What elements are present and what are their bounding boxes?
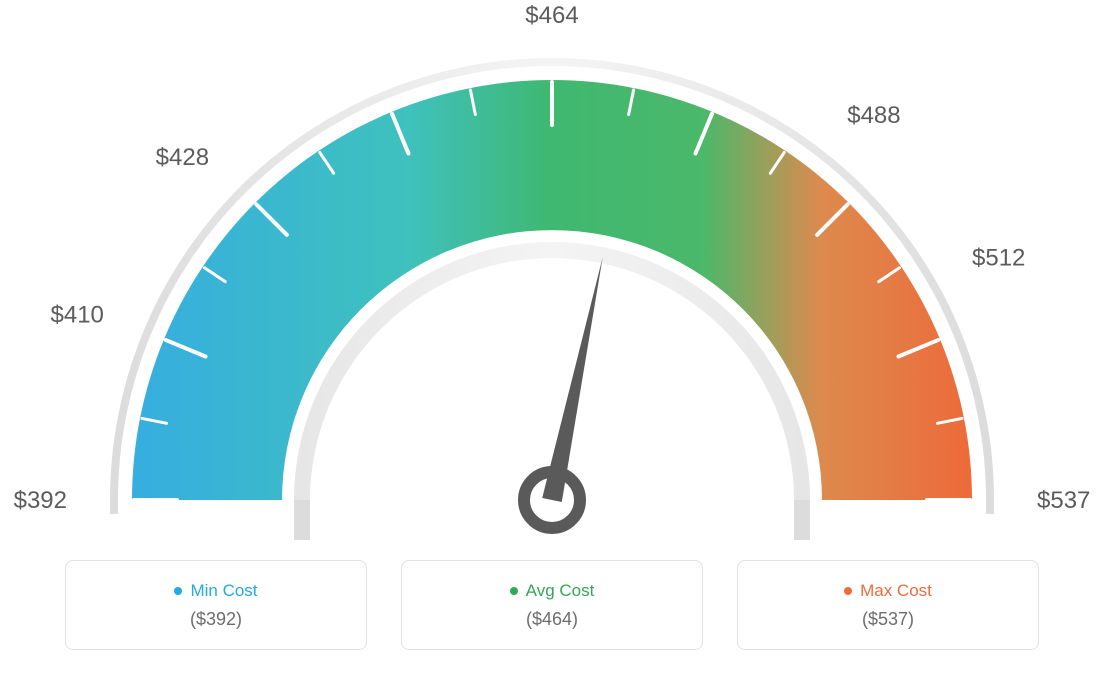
legend-row: Min Cost ($392) Avg Cost ($464) Max Cost ($53… [0, 560, 1104, 650]
legend-dot-icon [510, 587, 518, 595]
legend-title: Min Cost [174, 581, 257, 601]
gauge-needle [542, 257, 602, 502]
legend-card-max-cost: Max Cost ($537) [737, 560, 1039, 650]
legend-title: Max Cost [844, 581, 932, 601]
gauge-scale-label: $392 [14, 487, 67, 514]
legend-dot-icon [174, 587, 182, 595]
gauge-scale-label: $512 [972, 245, 1025, 272]
gauge-scale-label: $410 [51, 301, 104, 328]
gauge-arc [132, 80, 972, 500]
legend-value: ($537) [862, 609, 914, 630]
legend-label: Min Cost [190, 581, 257, 601]
legend-value: ($464) [526, 609, 578, 630]
legend-label: Max Cost [860, 581, 932, 601]
gauge-scale-label: $488 [847, 102, 900, 129]
gauge-scale-label: $428 [156, 144, 209, 171]
legend-dot-icon [844, 587, 852, 595]
legend-card-avg-cost: Avg Cost ($464) [401, 560, 703, 650]
legend-card-min-cost: Min Cost ($392) [65, 560, 367, 650]
gauge-svg: $392 $410 $428 $464 $488 $512 $537 [0, 0, 1104, 560]
legend-label: Avg Cost [526, 581, 595, 601]
gauge-scale-label: $464 [525, 2, 578, 29]
cost-gauge: $392 $410 $428 $464 $488 $512 $537 [0, 0, 1104, 560]
legend-value: ($392) [190, 609, 242, 630]
gauge-scale-label: $537 [1037, 487, 1090, 514]
legend-title: Avg Cost [510, 581, 595, 601]
